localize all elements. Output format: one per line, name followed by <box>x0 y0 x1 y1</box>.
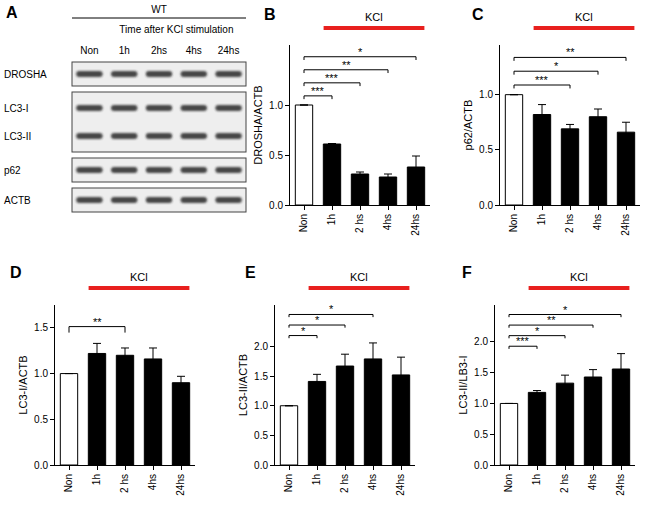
svg-text:24hs: 24hs <box>620 214 631 236</box>
svg-text:24hs: 24hs <box>395 474 406 496</box>
svg-text:KCl: KCl <box>350 271 368 283</box>
svg-text:*: * <box>563 304 568 316</box>
svg-text:*: * <box>315 314 320 326</box>
svg-text:Non: Non <box>80 45 98 56</box>
svg-text:1h: 1h <box>311 474 322 485</box>
svg-text:2.0: 2.0 <box>254 341 268 352</box>
svg-text:4hs: 4hs <box>592 214 603 230</box>
svg-text:24hs: 24hs <box>410 214 421 236</box>
svg-text:0.5: 0.5 <box>479 144 493 155</box>
svg-text:DROSHA/ACTB: DROSHA/ACTB <box>252 85 264 164</box>
svg-text:4hs: 4hs <box>147 474 158 490</box>
svg-text:***: *** <box>516 335 530 347</box>
svg-text:E: E <box>245 264 256 281</box>
svg-text:ACTB: ACTB <box>4 195 31 206</box>
svg-text:2.0: 2.0 <box>474 336 488 347</box>
svg-text:24hs: 24hs <box>218 45 240 56</box>
svg-text:2 hs: 2 hs <box>119 474 130 493</box>
svg-text:2hs: 2hs <box>151 45 167 56</box>
svg-text:1.5: 1.5 <box>474 367 488 378</box>
svg-text:Non: Non <box>298 214 309 232</box>
svg-text:*: * <box>358 46 363 58</box>
svg-text:1.0: 1.0 <box>479 89 493 100</box>
svg-text:**: ** <box>566 46 575 58</box>
svg-text:1.5: 1.5 <box>254 371 268 382</box>
svg-text:Non: Non <box>283 474 294 492</box>
svg-text:**: ** <box>547 314 556 326</box>
svg-text:C: C <box>472 6 484 23</box>
svg-text:KCl: KCl <box>575 11 593 23</box>
svg-text:LC3-II/ACTB: LC3-II/ACTB <box>237 354 249 416</box>
svg-text:24hs: 24hs <box>615 474 626 496</box>
svg-text:2 hs: 2 hs <box>354 214 365 233</box>
svg-text:LC3-II/LB3-I: LC3-II/LB3-I <box>457 355 469 414</box>
svg-text:B: B <box>264 6 276 23</box>
svg-text:1.0: 1.0 <box>34 368 48 379</box>
svg-text:2 hs: 2 hs <box>559 474 570 493</box>
svg-text:0.0: 0.0 <box>269 200 283 211</box>
svg-text:***: *** <box>535 74 549 86</box>
svg-text:KCl: KCl <box>130 271 148 283</box>
svg-text:4hs: 4hs <box>367 474 378 490</box>
svg-text:4hs: 4hs <box>587 474 598 490</box>
svg-text:0.0: 0.0 <box>474 460 488 471</box>
svg-text:2 hs: 2 hs <box>339 474 350 493</box>
svg-text:A: A <box>6 4 18 21</box>
svg-text:1.5: 1.5 <box>34 322 48 333</box>
svg-text:1h: 1h <box>119 45 130 56</box>
svg-text:D: D <box>10 264 22 281</box>
svg-text:WT: WT <box>151 4 167 15</box>
svg-text:4hs: 4hs <box>186 45 202 56</box>
svg-text:DROSHA: DROSHA <box>4 69 47 80</box>
svg-text:1.0: 1.0 <box>269 100 283 111</box>
svg-text:***: *** <box>311 85 325 97</box>
svg-text:1h: 1h <box>531 474 542 485</box>
svg-text:KCl: KCl <box>570 271 588 283</box>
svg-text:**: ** <box>342 59 351 71</box>
svg-text:Non: Non <box>503 474 514 492</box>
svg-text:p62: p62 <box>4 165 21 176</box>
svg-text:4hs: 4hs <box>382 214 393 230</box>
svg-text:0.0: 0.0 <box>479 200 493 211</box>
svg-text:1h: 1h <box>91 474 102 485</box>
svg-text:*: * <box>329 303 334 315</box>
svg-text:1.0: 1.0 <box>254 400 268 411</box>
svg-text:F: F <box>462 264 472 281</box>
svg-text:0.5: 0.5 <box>269 150 283 161</box>
svg-text:1h: 1h <box>326 214 337 225</box>
svg-text:0.5: 0.5 <box>474 429 488 440</box>
svg-text:2 hs: 2 hs <box>564 214 575 233</box>
svg-text:0.0: 0.0 <box>34 460 48 471</box>
svg-text:0.5: 0.5 <box>34 414 48 425</box>
svg-text:Time after KCl stimulation: Time after KCl stimulation <box>119 24 233 35</box>
svg-text:p62/ACTB: p62/ACTB <box>462 100 474 151</box>
svg-text:1.0: 1.0 <box>474 398 488 409</box>
svg-text:0.0: 0.0 <box>254 460 268 471</box>
svg-text:LC3-II: LC3-II <box>4 131 31 142</box>
svg-text:0.5: 0.5 <box>254 430 268 441</box>
svg-text:LC3-I: LC3-I <box>4 103 28 114</box>
svg-text:**: ** <box>93 316 102 328</box>
svg-text:*: * <box>535 325 540 337</box>
svg-text:LC3-I/ACTB: LC3-I/ACTB <box>17 355 29 414</box>
svg-text:1h: 1h <box>536 214 547 225</box>
svg-text:***: *** <box>325 72 339 84</box>
svg-text:Non: Non <box>63 474 74 492</box>
svg-text:*: * <box>301 325 306 337</box>
svg-text:*: * <box>554 60 559 72</box>
svg-text:KCl: KCl <box>365 11 383 23</box>
svg-text:24hs: 24hs <box>175 474 186 496</box>
svg-text:Non: Non <box>508 214 519 232</box>
